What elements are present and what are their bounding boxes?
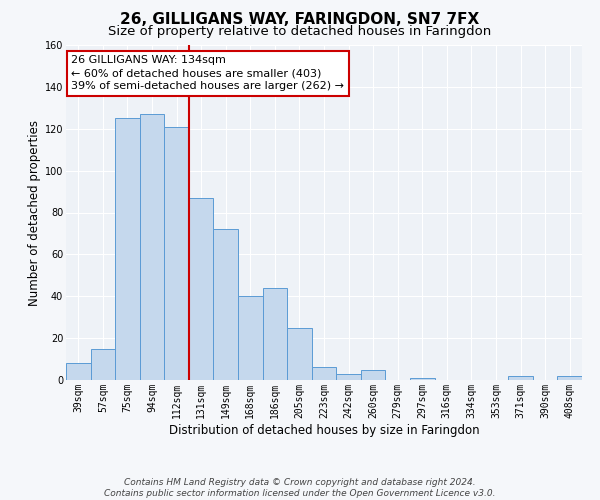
Bar: [287, 328, 312, 380]
Bar: [238, 296, 263, 380]
Text: 26, GILLIGANS WAY, FARINGDON, SN7 7FX: 26, GILLIGANS WAY, FARINGDON, SN7 7FX: [121, 12, 479, 28]
Bar: [189, 198, 214, 380]
Bar: [508, 376, 533, 380]
Text: 26 GILLIGANS WAY: 134sqm
← 60% of detached houses are smaller (403)
39% of semi-: 26 GILLIGANS WAY: 134sqm ← 60% of detach…: [71, 55, 344, 92]
Bar: [336, 374, 361, 380]
Bar: [263, 288, 287, 380]
Bar: [214, 229, 238, 380]
Bar: [140, 114, 164, 380]
Text: Size of property relative to detached houses in Faringdon: Size of property relative to detached ho…: [109, 25, 491, 38]
Bar: [91, 348, 115, 380]
Bar: [410, 378, 434, 380]
Bar: [557, 376, 582, 380]
Y-axis label: Number of detached properties: Number of detached properties: [28, 120, 41, 306]
Bar: [164, 126, 189, 380]
Text: Contains HM Land Registry data © Crown copyright and database right 2024.
Contai: Contains HM Land Registry data © Crown c…: [104, 478, 496, 498]
Bar: [312, 368, 336, 380]
Bar: [361, 370, 385, 380]
X-axis label: Distribution of detached houses by size in Faringdon: Distribution of detached houses by size …: [169, 424, 479, 436]
Bar: [66, 363, 91, 380]
Bar: [115, 118, 140, 380]
